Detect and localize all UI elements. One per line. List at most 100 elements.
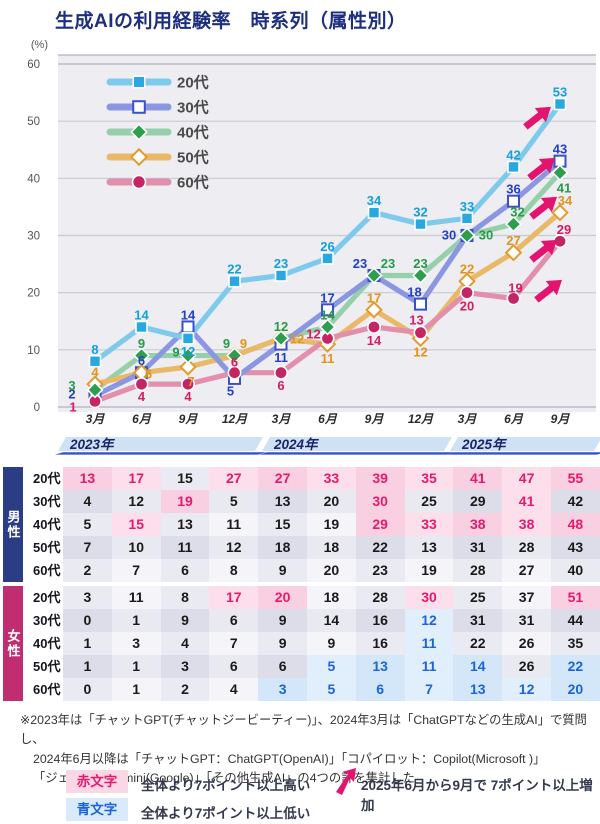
- data-point-marker: [507, 160, 520, 174]
- table-cell: 28: [502, 536, 551, 559]
- table-cell: 1: [111, 609, 161, 632]
- table-cell: 11: [160, 536, 210, 559]
- arrow-note-label: 2025年6月から9月で 7ポイント以上増加: [361, 778, 593, 813]
- gender-header: 男性: [3, 467, 23, 582]
- data-point-marker: [553, 97, 567, 111]
- table-cell: 2: [63, 559, 112, 582]
- table-cell: 15: [258, 513, 307, 536]
- table-cell: 14: [453, 655, 503, 678]
- data-point-marker: [132, 363, 151, 382]
- table-cell: 7: [111, 559, 161, 582]
- blue-note-label: 全体より7ポイント以上低い: [141, 806, 311, 821]
- data-point-marker: [321, 303, 334, 317]
- table-cell: 38: [502, 513, 551, 536]
- data-point-marker: [179, 347, 197, 365]
- table-cell: 37: [502, 586, 551, 609]
- data-point-marker: [459, 285, 474, 300]
- y-tick-label: 50: [27, 116, 40, 128]
- series-markers: [86, 164, 569, 399]
- table-cell: 12: [404, 609, 454, 632]
- year-band: [450, 437, 600, 451]
- table-cell: 20: [306, 559, 356, 582]
- y-tick-label: 30: [27, 230, 40, 242]
- table-cell: 3: [63, 586, 112, 609]
- legend-label: 60代: [177, 174, 209, 192]
- table-group-male: 男性 20代 13 17 15 27 27 33 39 35 41 47 55 30代 4 12 19 5 13 20…: [3, 467, 600, 582]
- data-point-label: 14: [134, 307, 149, 322]
- table-cell: 55: [550, 467, 600, 490]
- x-tick-label: 3月: [272, 412, 292, 426]
- x-tick-label: 6月: [318, 412, 338, 426]
- data-point-label: 19: [508, 280, 522, 295]
- legend-label: 40代: [177, 124, 209, 142]
- data-point-label: 6: [138, 353, 145, 368]
- data-point-label: 23: [413, 256, 427, 271]
- x-tick-label: 9月: [551, 412, 571, 426]
- data-point-label: 41: [557, 181, 571, 196]
- data-point-label: 23: [353, 256, 367, 271]
- data-point-marker: [129, 147, 149, 167]
- table-cell: 43: [550, 536, 600, 559]
- table-cell: 20: [306, 490, 356, 513]
- data-point-marker: [504, 243, 523, 262]
- data-point-marker: [131, 174, 147, 190]
- data-point-marker: [551, 203, 569, 222]
- data-point-label: 42: [506, 147, 520, 162]
- data-point-label: 33: [460, 199, 474, 214]
- data-point-label: 12: [306, 326, 320, 341]
- data-point-marker: [319, 318, 336, 336]
- increase-arrow-icon: [527, 157, 556, 181]
- data-point-label: 22: [460, 262, 474, 277]
- table-cell: 33: [404, 513, 454, 536]
- page-title: 生成AIの利用経験率 時系列（属性別）: [55, 11, 407, 32]
- data-point-label: 7: [187, 374, 194, 389]
- table-cell: 11: [404, 655, 454, 678]
- increase-arrow-icon: [523, 106, 552, 130]
- data-point-label: 5: [227, 383, 234, 398]
- data-point-marker: [460, 212, 474, 225]
- table-cell: 13: [258, 490, 307, 513]
- data-point-label: 11: [321, 351, 335, 366]
- table-cell: 18: [258, 536, 307, 559]
- table-cell: 13: [160, 513, 210, 536]
- table-cell: 0: [63, 609, 112, 632]
- table-cell: 48: [550, 513, 600, 536]
- year-band: [262, 437, 452, 451]
- table-cell: 23: [355, 559, 405, 582]
- data-point-label: 4: [184, 389, 192, 404]
- data-point-marker: [505, 215, 522, 233]
- table-cell: 27: [258, 467, 307, 490]
- table-cell: 3: [111, 632, 161, 655]
- table-cell: 1: [111, 655, 161, 678]
- table-cell: 31: [453, 609, 503, 632]
- data-point-label: 14: [181, 307, 196, 322]
- data-point-label: 36: [506, 182, 520, 197]
- data-point-label: 9: [138, 336, 145, 351]
- data-point-label: 6: [145, 367, 152, 382]
- data-point-marker: [365, 301, 383, 319]
- data-point-marker: [507, 194, 520, 208]
- table-cell: 1: [63, 632, 112, 655]
- table-cell: 18: [306, 586, 356, 609]
- year-band-underline: [259, 452, 455, 455]
- x-tick-label: 6月: [504, 412, 524, 426]
- data-point-label: 6: [231, 355, 238, 370]
- year-band-label: 2025年: [461, 437, 508, 452]
- data-point-label: 6: [277, 378, 284, 393]
- red-text-badge: 赤文字: [66, 770, 128, 793]
- y-tick-label: 0: [34, 402, 40, 414]
- x-tick-label: 3月: [86, 412, 106, 426]
- data-point-label: 18: [407, 285, 421, 300]
- table-cell: 6: [258, 655, 307, 678]
- data-point-label: 23: [381, 256, 395, 271]
- table-cell: 6: [209, 609, 259, 632]
- table-cell: 13: [355, 655, 405, 678]
- table-cell: 33: [306, 467, 356, 490]
- data-point-marker: [366, 319, 381, 334]
- table-cell: 44: [550, 609, 600, 632]
- table-cell: 11: [209, 513, 259, 536]
- table-cell: 25: [453, 586, 503, 609]
- table-cell: 8: [209, 559, 259, 582]
- row-label: 20代: [30, 467, 63, 490]
- table-cell: 11: [404, 632, 454, 655]
